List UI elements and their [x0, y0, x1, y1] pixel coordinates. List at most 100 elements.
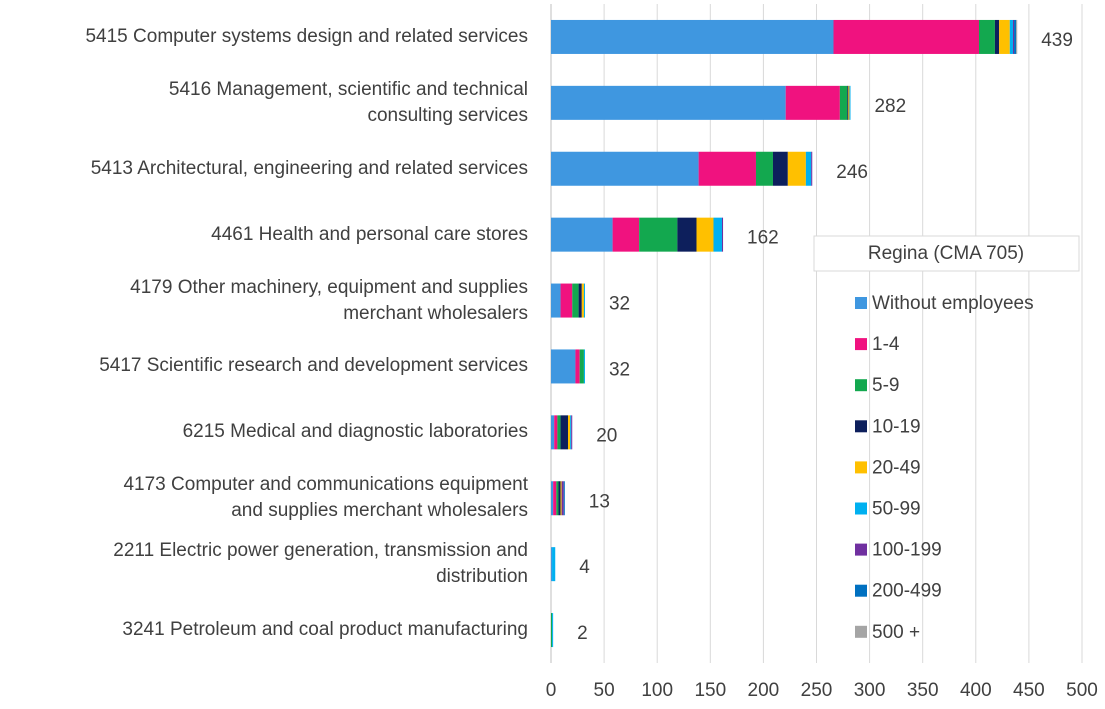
bar-segment	[551, 613, 553, 648]
total-label: 282	[874, 96, 906, 117]
bar-segment	[1014, 19, 1017, 54]
bar-segment	[583, 283, 585, 318]
x-tick-label: 300	[854, 680, 886, 701]
bar-segment	[551, 481, 554, 516]
bar-segment	[583, 349, 585, 384]
y-tick-label: 5413 Architectural, engineering and rela…	[90, 157, 528, 179]
bar-segment	[839, 85, 848, 120]
bar-segment	[563, 481, 565, 516]
bar-segment	[1009, 19, 1013, 54]
bar-segment	[787, 151, 806, 186]
x-tick-label: 500	[1066, 680, 1098, 701]
total-label: 439	[1041, 30, 1073, 51]
bar-segment	[553, 481, 557, 516]
legend-swatch	[855, 625, 867, 638]
bar-segment	[696, 217, 714, 252]
bar-segment	[551, 19, 834, 54]
total-label: 20	[596, 425, 617, 446]
bar-segment	[567, 415, 571, 450]
legend-label: 500 +	[872, 622, 920, 643]
bar-segment	[572, 283, 579, 318]
y-tick-label: 5417 Scientific research and development…	[99, 355, 528, 377]
x-tick-label: 450	[1013, 680, 1045, 701]
bar-segment	[552, 613, 554, 648]
bar-segment	[551, 349, 576, 384]
y-tick-label: 5416 Management, scientific and technica…	[168, 78, 528, 126]
total-label: 32	[609, 359, 630, 380]
legend-label: 200-499	[872, 581, 942, 602]
total-label: 32	[609, 294, 630, 315]
legend-swatch	[855, 543, 867, 556]
bar-segment	[558, 481, 561, 516]
bar-segment	[805, 151, 812, 186]
legend-label: 5-9	[872, 375, 899, 396]
legend-swatch	[855, 379, 867, 392]
total-label: 246	[836, 162, 868, 183]
legend-label: 100-199	[872, 540, 942, 561]
legend-label: Without employees	[872, 293, 1034, 314]
legend-swatch	[855, 420, 867, 433]
bar-segment	[1016, 19, 1018, 54]
bar-segment	[551, 283, 561, 318]
bar-segment	[999, 19, 1010, 54]
x-tick-label: 50	[594, 680, 615, 701]
bar-segment	[785, 85, 840, 120]
x-tick-label: 100	[641, 680, 673, 701]
legend-title-box	[813, 235, 1080, 272]
bar-segment	[551, 415, 555, 450]
bar-segment	[554, 415, 558, 450]
bar-segment	[849, 85, 851, 120]
total-label: 13	[589, 491, 610, 512]
legend-swatch	[855, 502, 867, 515]
bar-segment	[811, 151, 813, 186]
bar-segment	[557, 415, 561, 450]
bar-segment	[847, 85, 849, 120]
x-tick-label: 0	[546, 680, 557, 701]
bar-segment	[639, 217, 678, 252]
bar-segment	[579, 349, 584, 384]
legend-swatch	[855, 584, 867, 597]
legend-swatch	[855, 297, 867, 309]
legend-label: 10-19	[872, 416, 921, 437]
total-label: 162	[747, 228, 779, 249]
bar-segment	[560, 283, 573, 318]
bar-segment	[978, 19, 995, 54]
y-tick-label: 3241 Petroleum and coal product manufact…	[122, 619, 528, 641]
bar-segment	[772, 151, 788, 186]
legend-label: 20-49	[872, 457, 921, 478]
bar-segment	[755, 151, 773, 186]
bar-segment	[570, 415, 572, 450]
bar-segment	[994, 19, 1000, 54]
bar-segment	[578, 283, 582, 318]
total-label: 2	[577, 623, 588, 644]
legend-label: 1-4	[872, 334, 900, 355]
bar-segment	[560, 415, 568, 450]
bar-segment	[551, 151, 699, 186]
bar-segment	[561, 481, 564, 516]
bar-segment	[677, 217, 697, 252]
bar-segment	[560, 481, 562, 516]
y-tick-label: 5415 Computer systems design and related…	[85, 25, 528, 47]
bar-segment	[581, 283, 584, 318]
bar-segment	[848, 85, 850, 120]
x-tick-label: 150	[694, 680, 726, 701]
bar-segment	[551, 547, 553, 582]
bar-segment	[713, 217, 722, 252]
y-tick-label: 6215 Medical and diagnostic laboratories	[182, 421, 528, 443]
legend-title: Regina (CMA 705)	[868, 243, 1024, 264]
x-tick-label: 400	[960, 680, 992, 701]
bar-segment	[551, 217, 613, 252]
y-tick-label: 4461 Health and personal care stores	[211, 223, 528, 245]
bar-segment	[1012, 19, 1015, 54]
legend-swatch	[855, 461, 867, 474]
bar-segment	[551, 85, 786, 120]
total-label: 4	[579, 557, 590, 578]
x-tick-label: 350	[907, 680, 939, 701]
bar-segment	[552, 547, 556, 582]
legend-label: 50-99	[872, 499, 921, 520]
x-tick-label: 250	[801, 680, 833, 701]
y-tick-label: 4179 Other machinery, equipment and supp…	[130, 276, 528, 324]
bar-segment	[556, 481, 559, 516]
